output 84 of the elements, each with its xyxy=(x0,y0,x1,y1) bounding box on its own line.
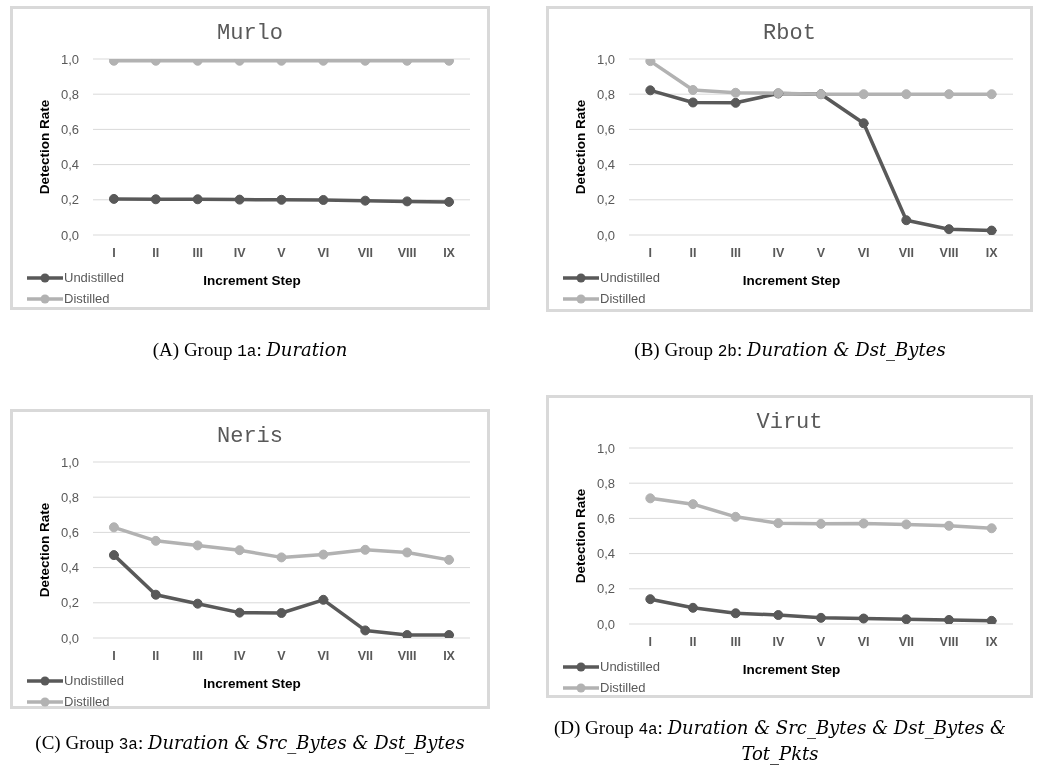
x-tick-label: V xyxy=(816,634,826,649)
y-tick-label: 0,2 xyxy=(596,192,615,208)
y-tick-label: 0,2 xyxy=(596,581,615,597)
x-tick-label: VII xyxy=(357,245,373,260)
y-tick-label: 0,6 xyxy=(596,511,615,527)
y-tick-label: 0,4 xyxy=(60,157,79,173)
x-tick-label: VIII xyxy=(939,634,959,649)
x-tick-label: IV xyxy=(772,634,785,649)
text: (B) Group 2b: Duration & Dst_Bytes xyxy=(633,338,947,363)
x-tick-label: IX xyxy=(985,634,999,649)
x-tick-label: III xyxy=(730,245,741,260)
x-tick-label: IV xyxy=(233,245,247,260)
x-tick-label: VII xyxy=(898,634,914,649)
y-axis-title: Detection Rate xyxy=(36,99,52,195)
x-tick-label: III xyxy=(192,245,203,260)
legend-label: Undistilled xyxy=(64,673,124,688)
legend-label: Distilled xyxy=(600,680,646,695)
x-axis-title: Increment Step xyxy=(203,272,301,288)
legend-label: Undistilled xyxy=(600,270,660,285)
x-tick-label: IX xyxy=(443,245,456,260)
y-tick-label: 1,0 xyxy=(60,51,79,67)
chart-title: Virut xyxy=(755,410,824,436)
y-axis-title: Detection Rate xyxy=(36,502,52,598)
x-tick-label: V xyxy=(277,245,287,260)
x-tick-label: VII xyxy=(357,648,373,663)
x-tick-label: VI xyxy=(857,245,870,260)
text: (C) Group 3a: Duration & Src_Bytes & Dst_Bytes xyxy=(34,731,466,756)
x-tick-label: II xyxy=(689,245,697,260)
text: (A) Group 1a: Duration xyxy=(151,338,349,363)
x-tick-label: III xyxy=(192,648,203,663)
y-axis-title: Detection Rate xyxy=(572,99,588,195)
y-tick-label: 0,8 xyxy=(596,475,615,491)
x-tick-label: VII xyxy=(898,245,914,260)
text: (D) Group 4a: Duration & Src_Bytes & Dst_Bytes & Tot_Pkts xyxy=(552,716,1008,766)
x-tick-label: I xyxy=(648,634,653,649)
y-tick-label: 0,0 xyxy=(596,227,615,243)
legend-label: Distilled xyxy=(600,291,646,306)
x-tick-label: IX xyxy=(443,648,456,663)
y-tick-label: 1,0 xyxy=(596,440,615,456)
x-tick-label: IX xyxy=(985,245,999,260)
y-tick-label: 1,0 xyxy=(596,51,615,67)
y-tick-label: 0,4 xyxy=(596,546,615,562)
y-tick-label: 0,4 xyxy=(596,157,615,173)
x-tick-label: VI xyxy=(317,245,330,260)
chart-title: Murlo xyxy=(216,21,284,47)
y-tick-label: 0,6 xyxy=(596,122,615,138)
chart-title: Rbot xyxy=(762,21,817,47)
x-axis-title: Increment Step xyxy=(742,272,841,288)
x-tick-label: V xyxy=(277,648,287,663)
y-tick-label: 0,6 xyxy=(60,122,79,138)
y-tick-label: 0,8 xyxy=(60,86,79,102)
x-axis-title: Increment Step xyxy=(203,675,301,691)
x-tick-label: IV xyxy=(772,245,785,260)
x-tick-label: I xyxy=(112,245,116,260)
y-tick-label: 0,0 xyxy=(596,616,615,632)
x-axis-title: Increment Step xyxy=(742,661,841,677)
legend-label: Distilled xyxy=(64,694,110,709)
x-tick-label: V xyxy=(816,245,826,260)
x-tick-label: I xyxy=(112,648,116,663)
y-tick-label: 0,2 xyxy=(60,192,79,208)
x-tick-label: VIII xyxy=(397,245,417,260)
x-tick-label: VI xyxy=(317,648,330,663)
x-tick-label: III xyxy=(730,634,741,649)
x-tick-label: II xyxy=(152,245,160,260)
y-tick-label: 0,4 xyxy=(60,560,79,576)
y-tick-label: 0,8 xyxy=(60,489,79,505)
y-axis-title: Detection Rate xyxy=(572,488,588,584)
x-tick-label: VIII xyxy=(397,648,417,663)
y-tick-label: 0,0 xyxy=(60,630,79,646)
x-tick-label: II xyxy=(152,648,160,663)
y-tick-label: 1,0 xyxy=(60,454,79,470)
legend-label: Undistilled xyxy=(600,659,660,674)
chart-title: Neris xyxy=(216,424,284,450)
y-tick-label: 0,6 xyxy=(60,525,79,541)
y-tick-label: 0,8 xyxy=(596,86,615,102)
y-tick-label: 0,0 xyxy=(60,227,79,243)
x-tick-label: VI xyxy=(857,634,870,649)
x-tick-label: IV xyxy=(233,648,247,663)
legend-label: Distilled xyxy=(64,291,110,306)
legend-label: Undistilled xyxy=(64,270,124,285)
y-tick-label: 0,2 xyxy=(60,595,79,611)
x-tick-label: II xyxy=(689,634,697,649)
x-tick-label: VIII xyxy=(939,245,959,260)
x-tick-label: I xyxy=(648,245,653,260)
